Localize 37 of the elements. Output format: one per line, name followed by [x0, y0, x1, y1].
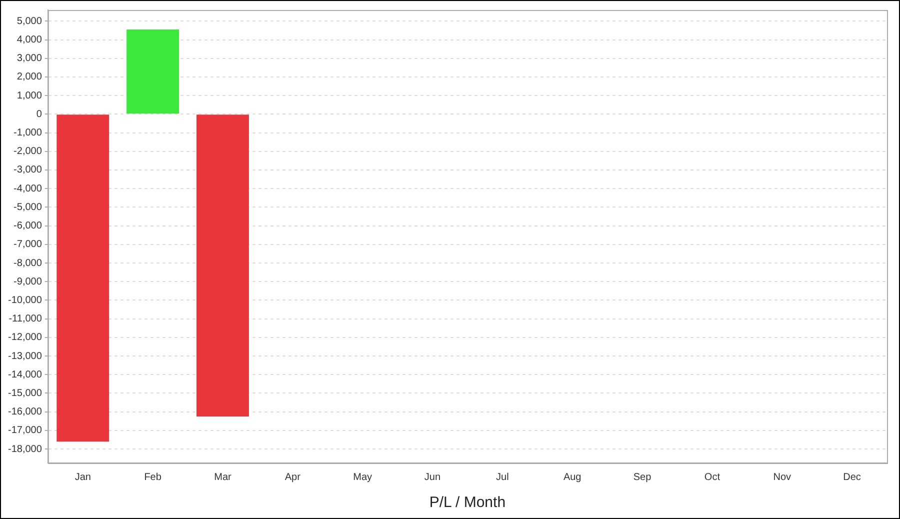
x-axis-title: P/L / Month	[429, 494, 506, 512]
x-tick-label: Oct	[704, 472, 720, 483]
x-tick-label: Jun	[424, 472, 441, 483]
y-tick-label: -9,000	[14, 276, 42, 288]
y-tick-label: -1,000	[14, 128, 42, 139]
x-tick-label: Aug	[563, 472, 582, 483]
x-tick-label: Nov	[773, 472, 792, 483]
y-tick-label: 1,000	[16, 90, 42, 102]
x-tick-label: Sep	[633, 472, 652, 483]
y-tick-label: -13,000	[8, 350, 42, 362]
x-tick-label: Apr	[284, 472, 302, 483]
x-tick-label: Mar	[214, 472, 232, 483]
y-tick-label: -10,000	[8, 294, 42, 306]
y-tick-label: -16,000	[8, 406, 42, 418]
y-tick-label: -7,000	[14, 239, 42, 250]
x-tick-label: Feb	[144, 472, 162, 483]
y-tick-label: -14,000	[8, 369, 42, 380]
y-tick-label: -6,000	[14, 220, 42, 232]
y-tick-label: -15,000	[8, 388, 42, 399]
y-tick-label: -12,000	[8, 332, 42, 344]
y-tick-label: 5,000	[16, 16, 42, 27]
y-tick-label: -17,000	[8, 425, 42, 436]
y-tick-label: -4,000	[14, 183, 42, 194]
x-tick-label: Dec	[843, 472, 861, 483]
y-tick-label: -18,000	[8, 444, 42, 455]
y-tick-label: -3,000	[14, 164, 42, 176]
y-tick-label: -11,000	[8, 314, 42, 325]
y-tick-label: 2,000	[16, 72, 42, 83]
x-tick-label: May	[353, 472, 372, 483]
x-tick-label: Jan	[74, 472, 91, 483]
y-tick-label: -8,000	[14, 258, 42, 269]
y-tick-label: 3,000	[16, 53, 42, 64]
y-tick-label: 4,000	[16, 34, 42, 46]
y-tick-label: -5,000	[14, 202, 42, 213]
y-tick-label: -2,000	[14, 146, 42, 158]
x-tick-label: Jul	[496, 472, 509, 483]
y-tick-label: 0	[36, 108, 42, 120]
